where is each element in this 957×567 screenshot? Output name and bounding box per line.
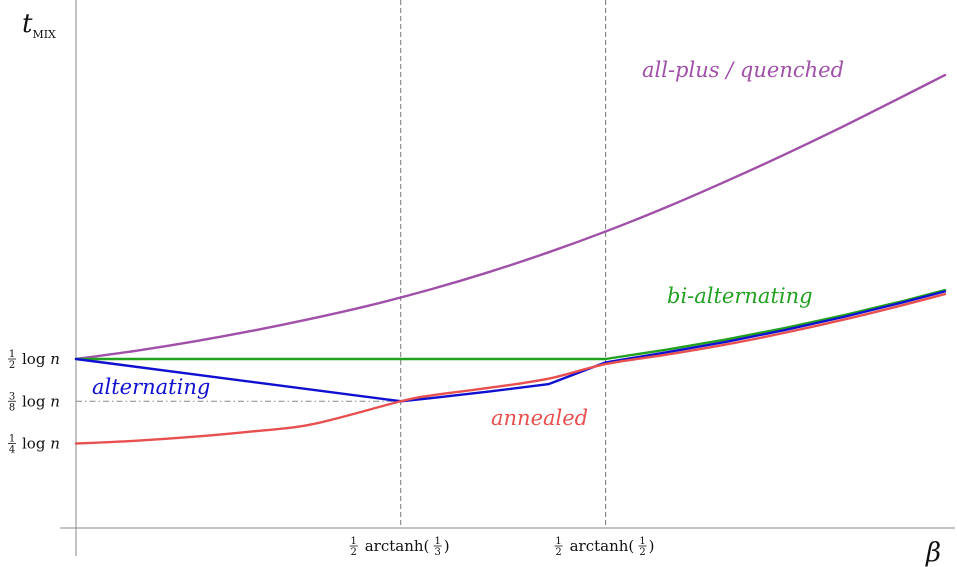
x-tick-1: 12 arctanh(12) — [554, 536, 655, 558]
y-axis-title: tMIX — [22, 9, 56, 41]
x-tick-frac-den-0: 3 — [435, 547, 441, 558]
x-tick-frac-num-0: 1 — [435, 536, 441, 547]
x-tick-labels: 12 arctanh(13) 12 arctanh(12) — [349, 536, 655, 558]
x-tick-0: 12 arctanh(13) — [349, 536, 450, 558]
y-tick-log-0: log — [22, 350, 50, 368]
series-line-0 — [74, 73, 947, 361]
y-tick-text-2: log n — [22, 435, 60, 453]
y-tick-log-2: log — [22, 435, 50, 453]
axes — [60, 0, 955, 556]
y-tick-num-1: 3 — [9, 391, 15, 402]
series-label-2: alternating — [92, 375, 210, 399]
series-curves — [74, 73, 947, 445]
y-tick-den-2: 4 — [9, 445, 15, 456]
x-tick-prefix-num-0: 1 — [351, 536, 357, 547]
y-tick-var-2: n — [50, 435, 60, 453]
x-tick-text-0: arctanh( — [365, 537, 430, 555]
y-tick-labels: 12 log n38 log n14 log n — [8, 349, 60, 456]
y-tick-num-2: 1 — [9, 434, 15, 445]
y-tick-den-1: 8 — [9, 402, 15, 413]
series-label-0: all-plus / quenched — [642, 58, 844, 82]
y-tick-text-1: log n — [22, 392, 60, 410]
x-tick-frac-den-1: 2 — [639, 547, 645, 558]
y-tick-0: 12 log n — [8, 349, 60, 371]
y-axis-title-subscript: MIX — [32, 28, 56, 41]
y-tick-var-1: n — [50, 392, 60, 410]
series-line-1 — [74, 288, 947, 361]
x-tick-close-0: ) — [444, 537, 450, 555]
series-line-2 — [74, 290, 947, 403]
series-labels: all-plus / quenched bi-alternating alterna… — [92, 58, 844, 430]
x-tick-prefix-den-0: 2 — [351, 547, 357, 558]
y-tick-log-1: log — [22, 392, 50, 410]
x-axis-title: β — [925, 538, 941, 567]
x-tick-frac-num-1: 1 — [639, 536, 645, 547]
series-label-3: annealed — [491, 406, 588, 430]
series-line-3 — [74, 292, 947, 445]
x-tick-prefix-num-1: 1 — [555, 536, 561, 547]
x-tick-text-1: arctanh( — [570, 537, 635, 555]
y-tick-1: 38 log n — [8, 391, 60, 413]
y-tick-2: 14 log n — [8, 434, 60, 456]
y-tick-den-0: 2 — [9, 360, 15, 371]
y-tick-text-0: log n — [22, 350, 60, 368]
y-axis-title-main: t — [22, 9, 33, 39]
y-tick-var-0: n — [50, 350, 60, 368]
y-tick-num-0: 1 — [9, 349, 15, 360]
vertical-markers — [400, 0, 607, 528]
x-tick-prefix-den-1: 2 — [555, 547, 561, 558]
series-label-1: bi-alternating — [667, 284, 813, 308]
x-tick-close-1: ) — [649, 537, 655, 555]
